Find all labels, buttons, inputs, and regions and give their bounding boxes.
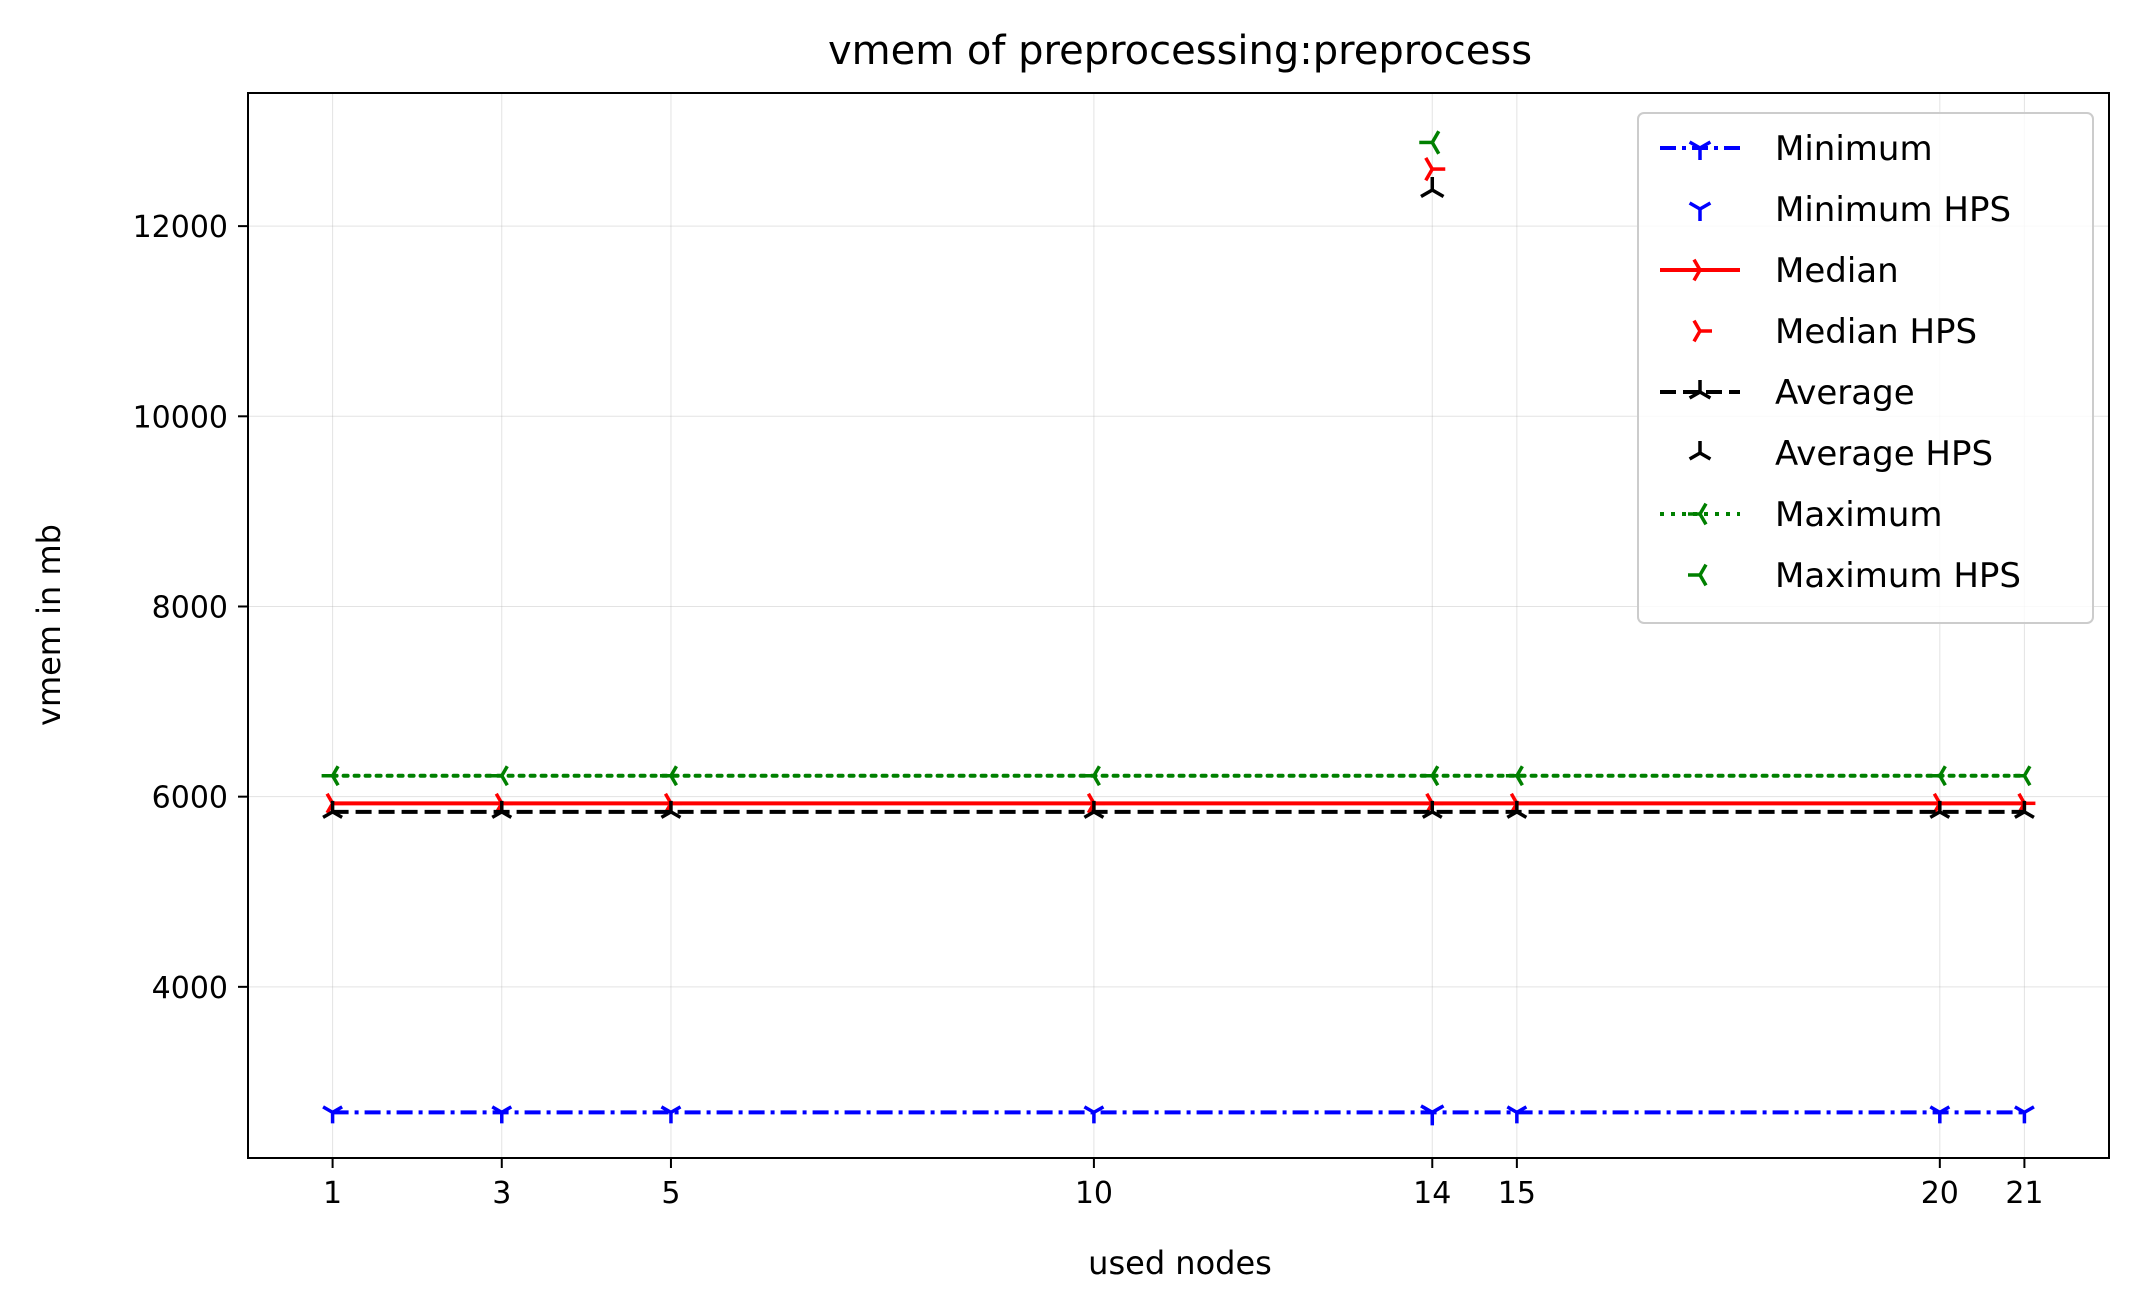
data-point [322,800,343,819]
chart-title: vmem of preprocessing:preprocess [828,28,1532,74]
y-tick-label: 6000 [152,781,228,816]
x-axis-ticks: 1 3 5 10 14 15 20 21 [323,1158,2044,1211]
data-point [2014,800,2035,819]
x-tick-label: 20 [1921,1176,1959,1211]
series-average [322,800,2035,819]
legend-marker [1688,140,1712,160]
x-tick-label: 3 [492,1176,511,1211]
legend-item: Maximum [1660,495,1943,535]
x-tick-label: 10 [1075,1176,1113,1211]
legend: Minimum Minimum HPS Median Median HPS Averag… [1637,112,2094,624]
x-axis-label: used nodes [1088,1244,1272,1282]
hps-point [1424,156,1446,182]
legend-label: Average HPS [1775,434,1993,474]
data-point [321,765,340,787]
legend-label: Median [1775,251,1899,291]
legend-item: Minimum HPS [1688,190,2011,230]
legend-marker [1688,441,1712,461]
legend-label: Median HPS [1775,312,1977,352]
legend-marker [1688,502,1708,526]
legend-label: Maximum HPS [1775,556,2021,596]
data-point [660,800,682,819]
data-point [491,800,513,819]
hps-point [1420,176,1445,199]
hps-point [1420,1104,1445,1126]
data-point [1421,800,1443,819]
legend-item: Maximum HPS [1688,556,2021,596]
legend-marker [1692,258,1712,282]
y-tick-label: 4000 [152,971,228,1006]
data-point [490,765,509,787]
data-point [1505,765,1524,787]
y-tick-label: 8000 [152,590,228,625]
data-point [322,1105,343,1124]
legend-label: Minimum HPS [1775,190,2011,230]
y-tick-label: 10000 [133,400,228,435]
data-point [2014,1105,2035,1124]
legend-label: Average [1775,373,1915,413]
data-point [1506,1105,1528,1124]
data-point [1083,800,1105,819]
data-point [1082,765,1101,787]
y-axis-label: vmem in mb [30,524,68,726]
legend-marker [1688,380,1712,400]
series-minimum [322,1105,2035,1124]
data-point [1083,1105,1105,1124]
plot-area [247,92,2110,1159]
data-point [1929,1105,1951,1124]
y-tick-label: 12000 [133,210,228,245]
x-tick-label: 15 [1498,1176,1536,1211]
legend-marker [1688,201,1712,221]
x-tick-label: 1 [323,1176,342,1211]
data-point [659,765,678,787]
legend-marker [1688,563,1708,587]
legend-item: Median [1660,251,1899,291]
data-point [1421,765,1440,787]
data-point [1506,800,1528,819]
legend-item: Average HPS [1688,434,1993,474]
x-tick-label: 14 [1413,1176,1451,1211]
hps-layer [1419,130,1446,1126]
legend-item: Median HPS [1692,312,1977,352]
legend-item: Minimum [1660,129,1933,169]
legend-frame [1637,112,2094,624]
data-point [491,1105,513,1124]
x-tick-label: 21 [2005,1176,2043,1211]
series-maximum [321,765,2032,787]
legend-item: Average [1660,373,1915,413]
data-point [1929,800,1951,819]
data-point [1928,765,1947,787]
hps-point [1419,130,1441,155]
data-point [2013,765,2032,787]
series-layer [321,765,2036,1124]
legend-label: Minimum [1775,129,1933,169]
data-point [660,1105,682,1124]
legend-label: Maximum [1775,495,1943,535]
legend-marker [1692,319,1712,343]
y-axis-ticks: 4000 6000 8000 10000 12000 [133,210,248,1006]
x-tick-label: 5 [661,1176,680,1211]
